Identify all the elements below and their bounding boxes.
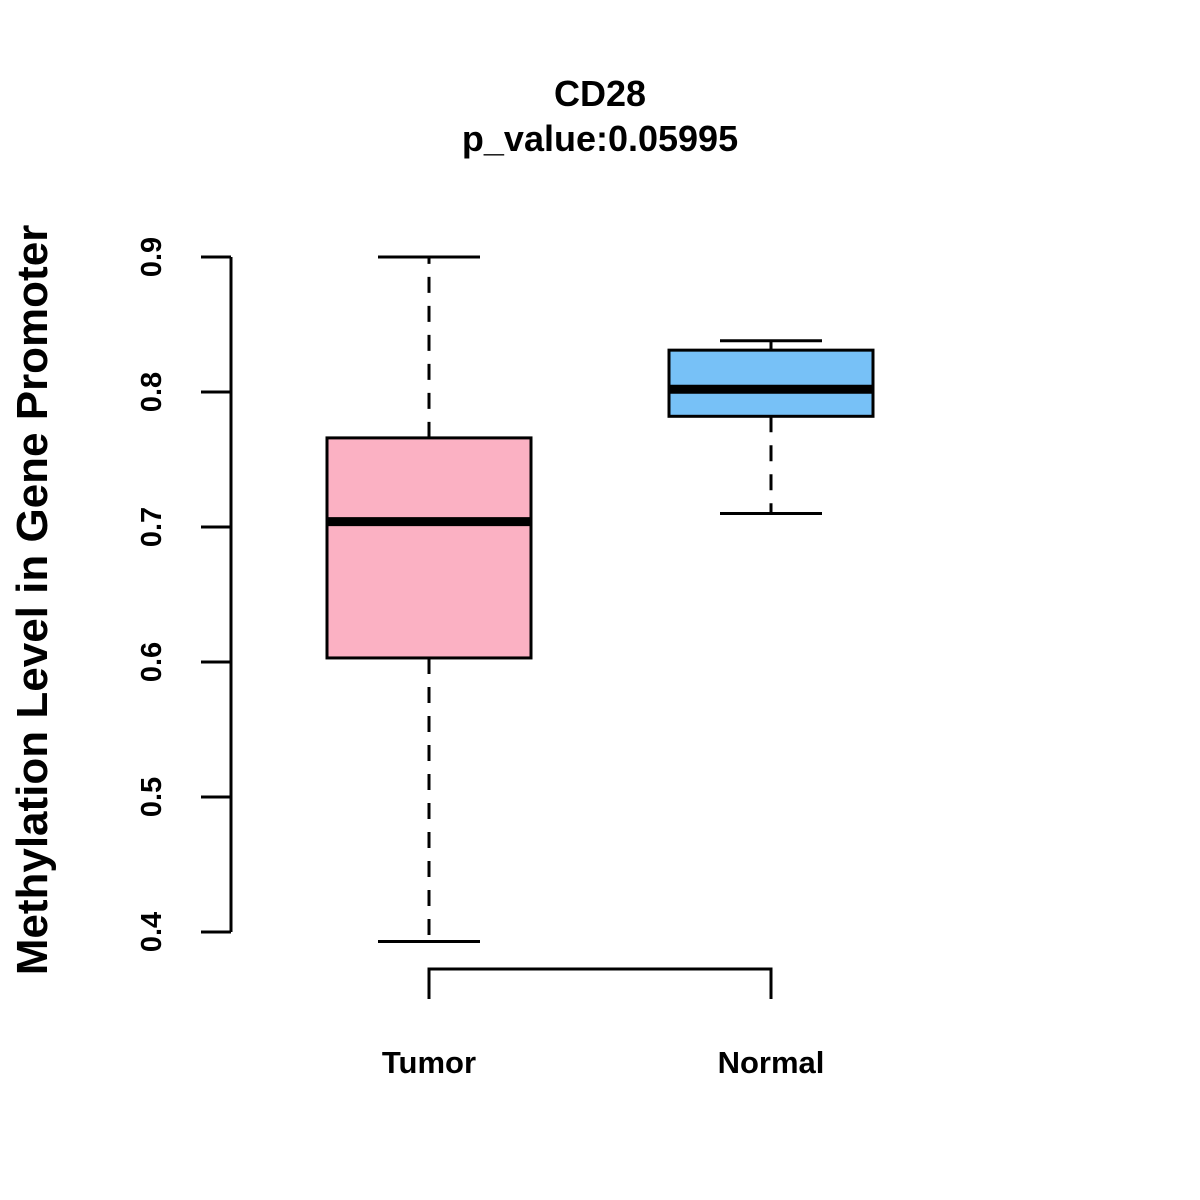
x-category-label: Tumor: [382, 1045, 476, 1080]
y-tick-label: 0.7: [136, 507, 168, 547]
box-tumor: [325, 255, 533, 943]
iqr-box: [667, 348, 875, 418]
y-tick-label: 0.4: [136, 912, 168, 952]
y-axis-label: Methylation Level in Gene Promoter: [8, 225, 57, 976]
y-axis: 0.4 0.5 0.6 0.7 0.8 0.9: [136, 237, 233, 952]
bracket-line: [427, 967, 773, 999]
y-tick-label: 0.9: [136, 237, 168, 277]
box-series: [325, 255, 875, 943]
y-tick-label: 0.5: [136, 777, 168, 817]
x-category-label: Normal: [718, 1045, 825, 1080]
iqr-box: [325, 436, 533, 660]
y-tick-label: 0.8: [136, 372, 168, 412]
comparison-bracket: [427, 967, 773, 999]
y-tick-label: 0.6: [136, 642, 168, 682]
chart-title: CD28: [554, 73, 646, 114]
x-axis-labels: Tumor Normal: [382, 1045, 824, 1080]
chart-subtitle: p_value:0.05995: [462, 118, 738, 159]
box-normal: [667, 339, 875, 515]
